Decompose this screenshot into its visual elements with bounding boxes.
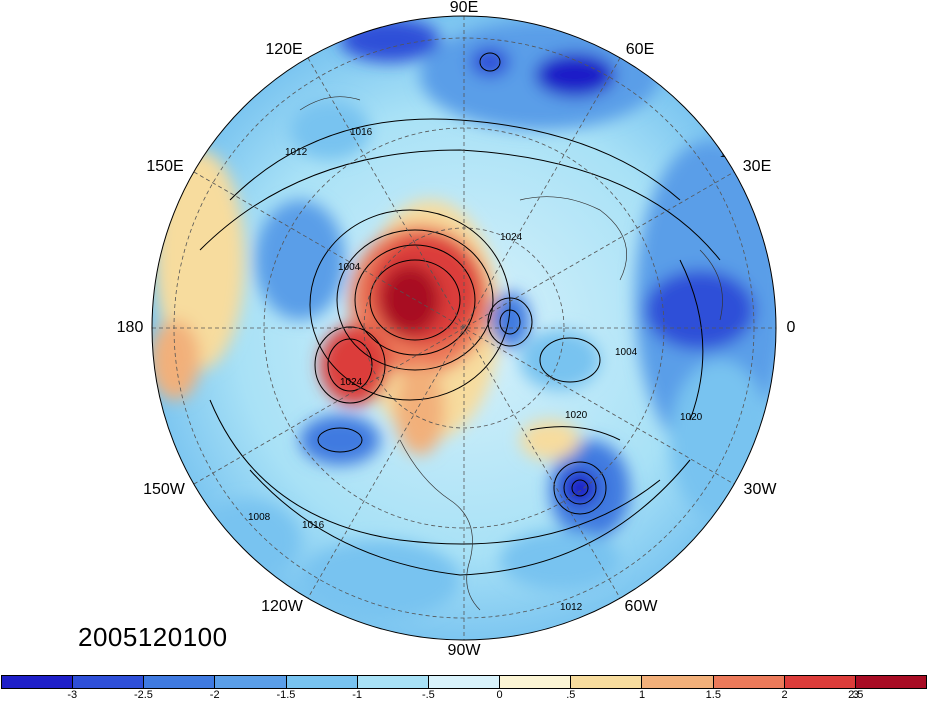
contour-labels: 1016101210081004102010241016101210081004… xyxy=(248,127,743,613)
colorbar-tick-label: -.5 xyxy=(421,689,435,701)
colorbar-segment xyxy=(2,676,74,688)
longitude-label-180: 180 xyxy=(116,319,144,336)
colorbar-tick-label: 2.5 xyxy=(848,689,864,701)
colorbar-tick-label: -2.5 xyxy=(133,689,153,701)
colorbar-tick-label: 1.5 xyxy=(705,689,721,701)
longitude-label-30w: 30W xyxy=(743,481,777,498)
contour-label: 1024 xyxy=(340,377,363,388)
longitude-label-150w: 150W xyxy=(143,481,185,498)
colorbar-segment xyxy=(357,676,429,688)
colorbar-tick-label: 3 xyxy=(852,689,859,701)
date-stamp-label: 2005120100 xyxy=(78,622,228,652)
longitude-label-60w: 60W xyxy=(624,598,658,615)
colorbar-tick-label: 1 xyxy=(639,689,646,701)
colorbar-segment xyxy=(571,676,643,688)
graticule xyxy=(152,16,776,640)
colorbar-segment xyxy=(428,676,501,688)
contour-label: 1004 xyxy=(338,262,361,273)
colorbar-tick-label: .5 xyxy=(566,689,576,701)
colorbar-tick-label: -1 xyxy=(352,689,363,701)
contour-label: 1016 xyxy=(350,127,373,138)
map-border xyxy=(151,15,777,641)
longitude-label-90e: 90E xyxy=(449,0,479,16)
contour-label: 1008 xyxy=(248,512,271,523)
colorbar-tick-label: -1.5 xyxy=(276,689,296,701)
colorbar-segment xyxy=(784,676,856,688)
colorbar-tick-label: -2 xyxy=(209,689,220,701)
colorbar-segment xyxy=(144,676,216,688)
colorbar-tick-label: -3 xyxy=(67,689,78,701)
colorbar-segment xyxy=(286,676,358,688)
contour-label: 1016 xyxy=(302,520,325,531)
colorbar-tick-label: 0 xyxy=(496,689,503,701)
longitude-label-0: 0 xyxy=(786,319,796,336)
colorbar-segment xyxy=(642,676,714,688)
longitude-label-90w: 90W xyxy=(447,642,481,659)
longitude-label-120e: 120E xyxy=(265,41,303,58)
contour-label: 1004 xyxy=(615,347,638,358)
isobar-contours xyxy=(199,52,721,576)
coastlines xyxy=(299,96,723,611)
colorbar xyxy=(1,675,927,689)
colorbar-segment xyxy=(855,676,927,688)
colorbar-tick-label: 2 xyxy=(781,689,788,701)
contour-label: 1024 xyxy=(500,232,523,243)
colorbar-segment xyxy=(500,676,572,688)
contour-label: 1012 xyxy=(560,602,583,613)
map-disk: 1016101210081004102010241016101210081004… xyxy=(152,16,776,640)
contour-label: 1020 xyxy=(680,412,703,423)
longitude-label-30e: 30E xyxy=(742,158,772,175)
colorbar-segment xyxy=(215,676,287,688)
contour-label: 1012 xyxy=(285,147,308,158)
colorbar-segment xyxy=(73,676,145,688)
contour-label: 1020 xyxy=(565,410,588,421)
longitude-label-150e: 150E xyxy=(146,158,184,175)
longitude-label-120w: 120W xyxy=(261,598,303,615)
colorbar-segment xyxy=(713,676,785,688)
longitude-label-60e: 60E xyxy=(625,41,655,58)
